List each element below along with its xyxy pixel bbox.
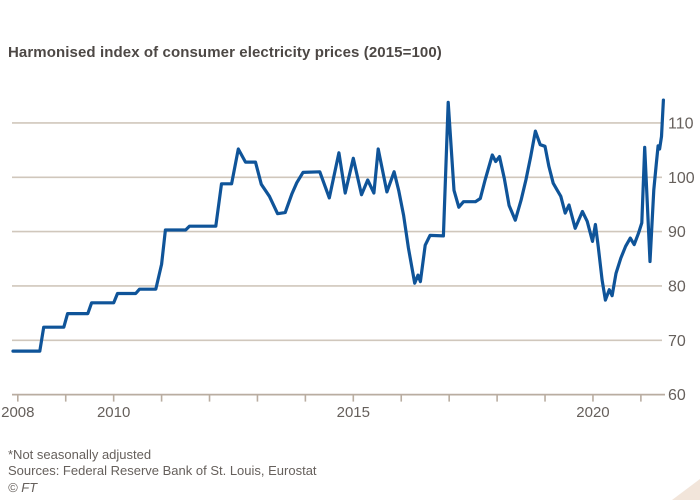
y-tick-label-80: 80	[668, 278, 686, 295]
x-tick-label-2008: 2008	[1, 404, 34, 421]
x-tick-label-2010: 2010	[97, 404, 130, 421]
footnote: *Not seasonally adjusted	[8, 447, 152, 462]
y-tick-label-60: 60	[668, 387, 686, 404]
ft-copyright: © FT	[8, 480, 38, 495]
y-tick-label-110: 110	[668, 115, 694, 132]
sources: Sources: Federal Reserve Bank of St. Lou…	[8, 463, 317, 478]
y-tick-label-70: 70	[668, 333, 686, 350]
x-tick-label-2020: 2020	[576, 404, 609, 421]
data-line-0	[11, 98, 666, 353]
y-tick-label-100: 100	[668, 170, 695, 187]
y-tick-label-90: 90	[668, 224, 686, 241]
chart-footer: *Not seasonally adjusted Sources: Federa…	[8, 447, 317, 496]
ft-corner-triangle-icon	[672, 479, 700, 500]
x-tick-label-2015: 2015	[337, 404, 370, 421]
chart-subtitle: Harmonised index of consumer electricity…	[8, 44, 442, 61]
